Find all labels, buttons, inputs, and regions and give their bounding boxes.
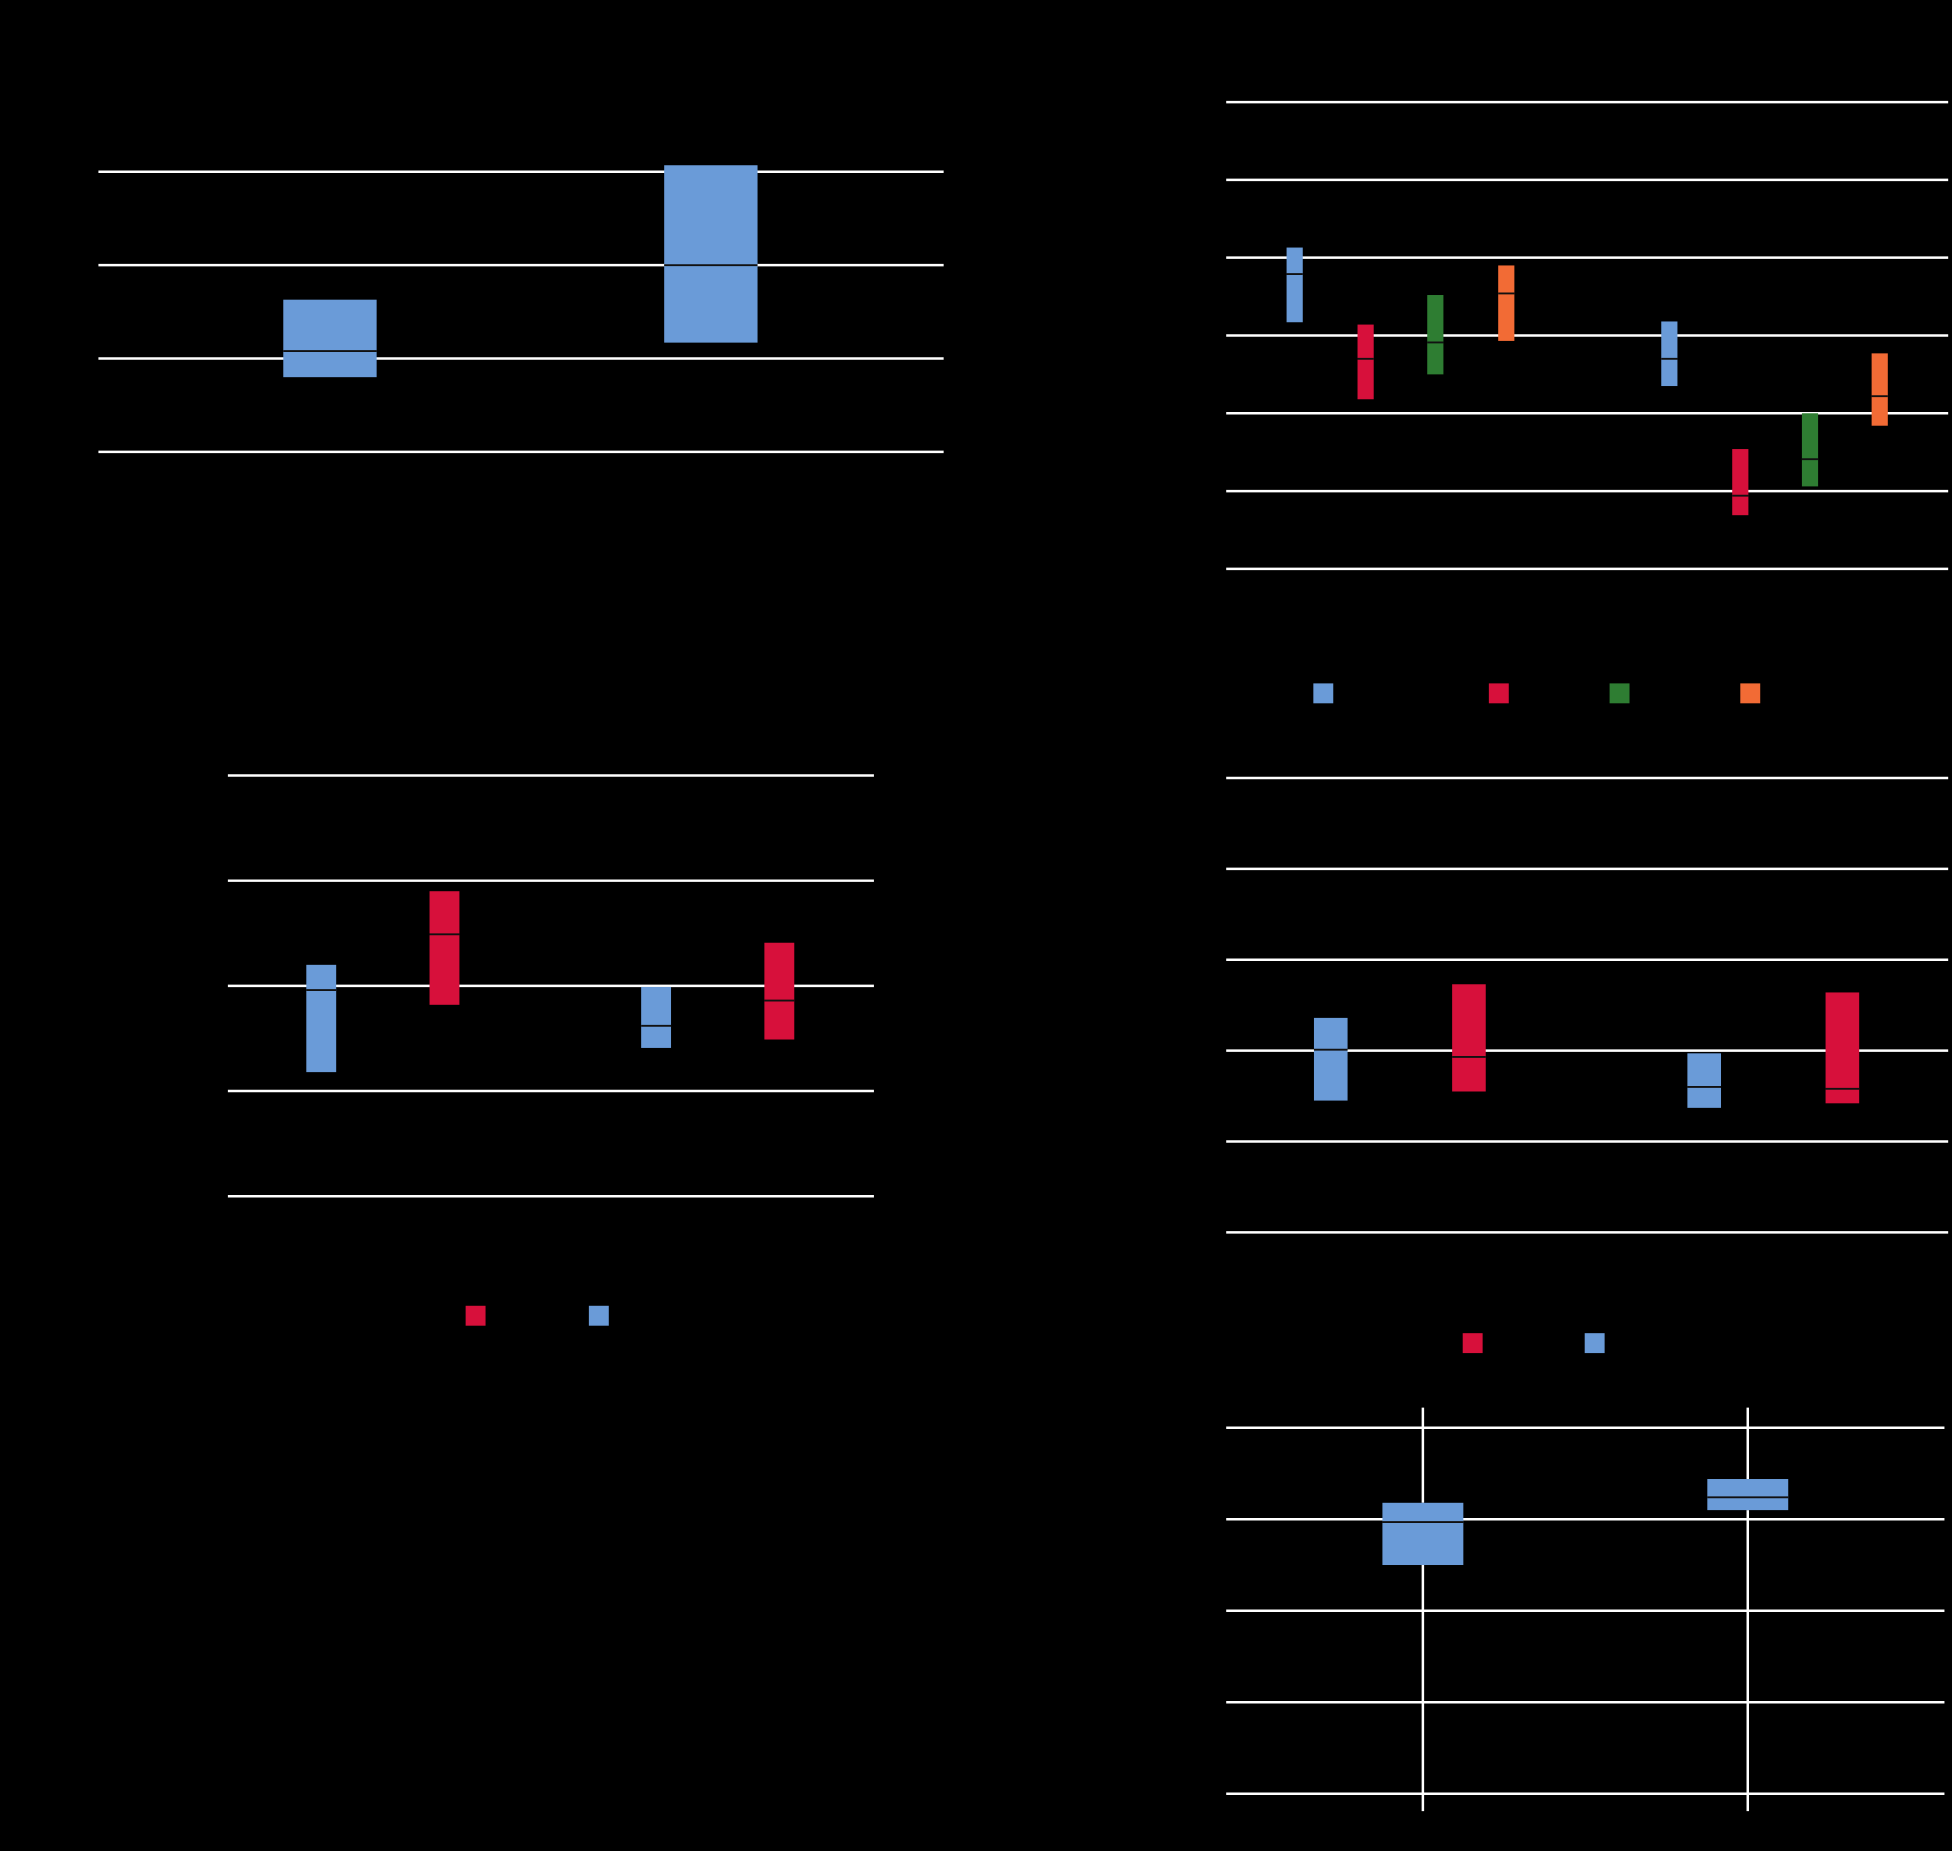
box [1313,1017,1348,1101]
box [764,942,795,1040]
box [1871,353,1888,426]
legend-swatch [1462,1333,1483,1354]
legend-swatch [1609,683,1630,704]
box [1707,1479,1789,1511]
box [664,165,758,343]
box [1687,1053,1722,1108]
box [1661,321,1678,387]
box [1498,265,1515,341]
box [283,299,377,378]
legend-swatch [1313,683,1334,704]
box [641,986,672,1048]
legend-swatch [1740,683,1761,704]
box [429,891,460,1005]
legend-swatch [1584,1333,1605,1354]
box [1382,1502,1464,1566]
box [1427,295,1444,375]
box [1801,413,1819,487]
legend-swatch [1488,683,1509,704]
box [1732,449,1749,516]
box [1452,984,1486,1092]
box [1825,992,1860,1104]
box [306,964,337,1073]
legend-swatch [588,1305,609,1326]
box [1286,247,1303,323]
box [1357,324,1374,400]
legend-swatch [465,1305,486,1326]
